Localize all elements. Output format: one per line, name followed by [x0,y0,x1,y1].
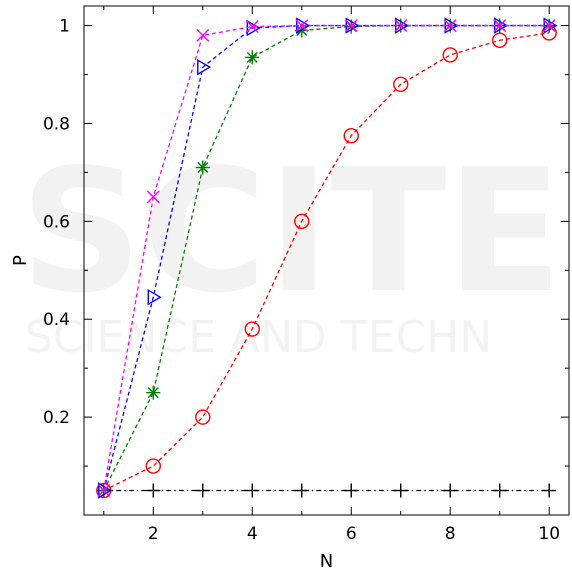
data-point [493,19,507,33]
data-point [344,483,359,498]
data-point [195,160,210,175]
data-point [492,483,507,498]
data-point [442,47,458,63]
watermark-big: SCITE [20,133,563,331]
ticks [84,6,569,515]
data-point [393,76,409,93]
data-point [197,58,212,76]
series-circle [96,25,557,499]
x-axis-label: N [320,551,333,572]
data-point [245,50,260,65]
data-point [294,483,309,498]
series-plus [96,483,557,498]
y-axis-label: P [10,255,31,266]
data-point [393,483,408,498]
tick-labels: 2 4 6 8 10 0.2 0.4 0.6 0.8 1 [43,17,560,544]
y-tick-label: 0.2 [43,408,70,428]
data-point [97,484,111,498]
data-point [542,483,557,498]
series-layer [96,17,558,499]
y-tick-label: 0.8 [43,114,70,134]
data-point [195,409,211,425]
data-point [443,19,457,33]
data-point [343,127,359,144]
x-tick-label: 4 [247,524,258,544]
x-tick-label: 6 [346,524,357,544]
data-point [394,19,408,33]
data-point [244,321,260,337]
series-x [97,19,556,498]
data-point [195,483,210,498]
watermark: SCITE SCIENCE AND TECHN [20,133,563,363]
x-tick-label: 2 [148,524,159,544]
data-point [542,19,556,33]
data-point [245,20,259,34]
x-tick-label: 8 [445,524,456,544]
data-point [196,28,210,42]
series-line [103,24,550,491]
series-line [103,32,550,492]
data-point [295,19,309,33]
series-line [103,24,550,491]
plot-frame [83,5,570,516]
y-tick-label: 1 [59,17,70,37]
data-point [146,483,161,498]
data-point [146,385,161,400]
watermark-small: SCIENCE AND TECHN [25,312,492,363]
data-point [344,19,358,33]
x-tick-label: 10 [538,524,560,544]
data-point [245,483,260,498]
data-point [145,458,161,474]
data-point [492,32,508,48]
data-point [147,288,162,306]
y-tick-label: 0.4 [43,310,70,330]
series-triangle-right [98,17,558,499]
data-point [443,483,458,498]
data-point [146,190,160,204]
data-point [294,213,310,230]
y-tick-label: 0.6 [43,212,70,232]
series-line [103,24,550,491]
